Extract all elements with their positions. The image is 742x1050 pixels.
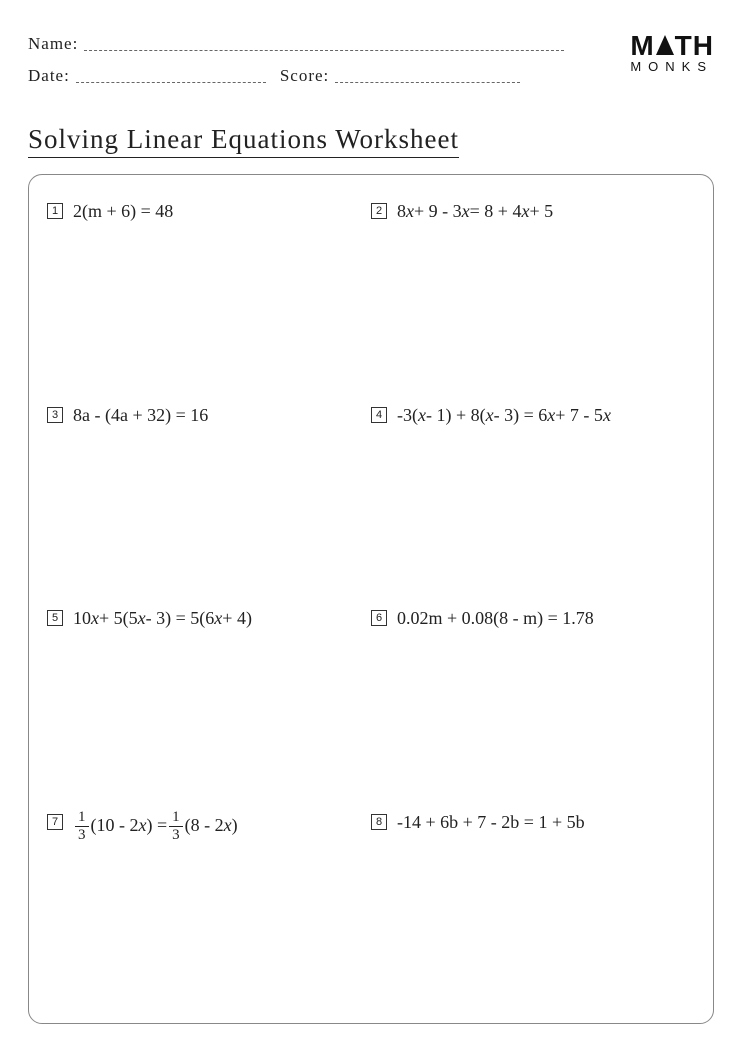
- equation-text: -14 + 6b + 7 - 2b = 1 + 5b: [397, 810, 585, 835]
- score-input-line[interactable]: [335, 82, 520, 83]
- name-label: Name:: [28, 34, 78, 54]
- logo-text-right: TH: [675, 30, 714, 61]
- question-number: 1: [47, 203, 63, 219]
- problem-cell: 5 10x + 5(5x - 3) = 5(6x + 4): [47, 606, 371, 810]
- equation-text: 13(10 - 2x) = 13(8 - 2x): [73, 810, 238, 843]
- problem-cell: 3 8a - (4a + 32) = 16: [47, 403, 371, 607]
- worksheet-header: Name: Date: Score: M TH MONKS: [28, 30, 714, 86]
- score-label: Score:: [280, 66, 329, 86]
- question-number: 3: [47, 407, 63, 423]
- logo-sub: MONKS: [630, 60, 714, 73]
- question-number: 4: [371, 407, 387, 423]
- equation-text: 8a - (4a + 32) = 16: [73, 403, 208, 428]
- triangle-icon: [655, 33, 675, 55]
- question-number: 8: [371, 814, 387, 830]
- question-number: 6: [371, 610, 387, 626]
- equation-text: 8x + 9 - 3x = 8 + 4x + 5: [397, 199, 553, 224]
- problem-cell: 7 13(10 - 2x) = 13(8 - 2x): [47, 810, 371, 1014]
- problems-container: 1 2(m + 6) = 48 2 8x + 9 - 3x = 8 + 4x +…: [28, 174, 714, 1024]
- equation-text: 10x + 5(5x - 3) = 5(6x + 4): [73, 606, 252, 631]
- problem-cell: 8 -14 + 6b + 7 - 2b = 1 + 5b: [371, 810, 695, 1014]
- problem-grid: 1 2(m + 6) = 48 2 8x + 9 - 3x = 8 + 4x +…: [47, 199, 695, 1013]
- problem-cell: 4 -3(x - 1) + 8(x - 3) = 6x + 7 - 5x: [371, 403, 695, 607]
- date-score-row: Date: Score:: [28, 62, 714, 86]
- date-label: Date:: [28, 66, 70, 86]
- brand-logo: M TH MONKS: [630, 32, 714, 73]
- logo-main: M TH: [630, 32, 714, 60]
- equation-text: -3(x - 1) + 8(x - 3) = 6x + 7 - 5x: [397, 403, 611, 428]
- question-number: 2: [371, 203, 387, 219]
- equation-text: 0.02m + 0.08(8 - m) = 1.78: [397, 606, 594, 631]
- equation-text: 2(m + 6) = 48: [73, 199, 173, 224]
- logo-text-left: M: [630, 30, 654, 61]
- problem-cell: 6 0.02m + 0.08(8 - m) = 1.78: [371, 606, 695, 810]
- problem-cell: 2 8x + 9 - 3x = 8 + 4x + 5: [371, 199, 695, 403]
- date-input-line[interactable]: [76, 82, 266, 83]
- name-field-row: Name:: [28, 30, 714, 54]
- name-input-line[interactable]: [84, 50, 564, 51]
- problem-cell: 1 2(m + 6) = 48: [47, 199, 371, 403]
- question-number: 5: [47, 610, 63, 626]
- question-number: 7: [47, 814, 63, 830]
- worksheet-title: Solving Linear Equations Worksheet: [28, 124, 459, 158]
